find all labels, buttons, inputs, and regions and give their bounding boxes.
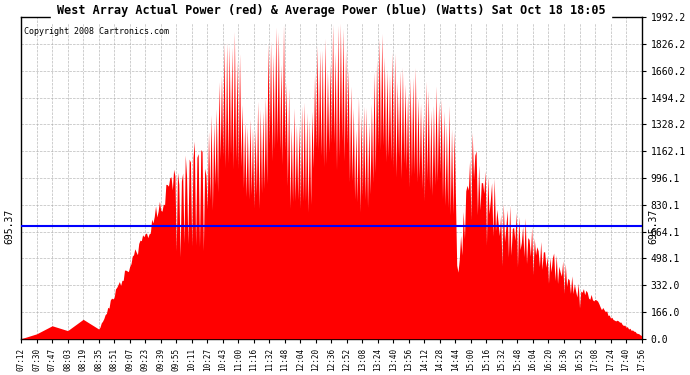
Text: 695.37: 695.37 xyxy=(4,209,14,244)
Title: West Array Actual Power (red) & Average Power (blue) (Watts) Sat Oct 18 18:05: West Array Actual Power (red) & Average … xyxy=(57,4,606,17)
Text: Copyright 2008 Cartronics.com: Copyright 2008 Cartronics.com xyxy=(24,27,169,36)
Text: 695.37: 695.37 xyxy=(649,209,658,244)
